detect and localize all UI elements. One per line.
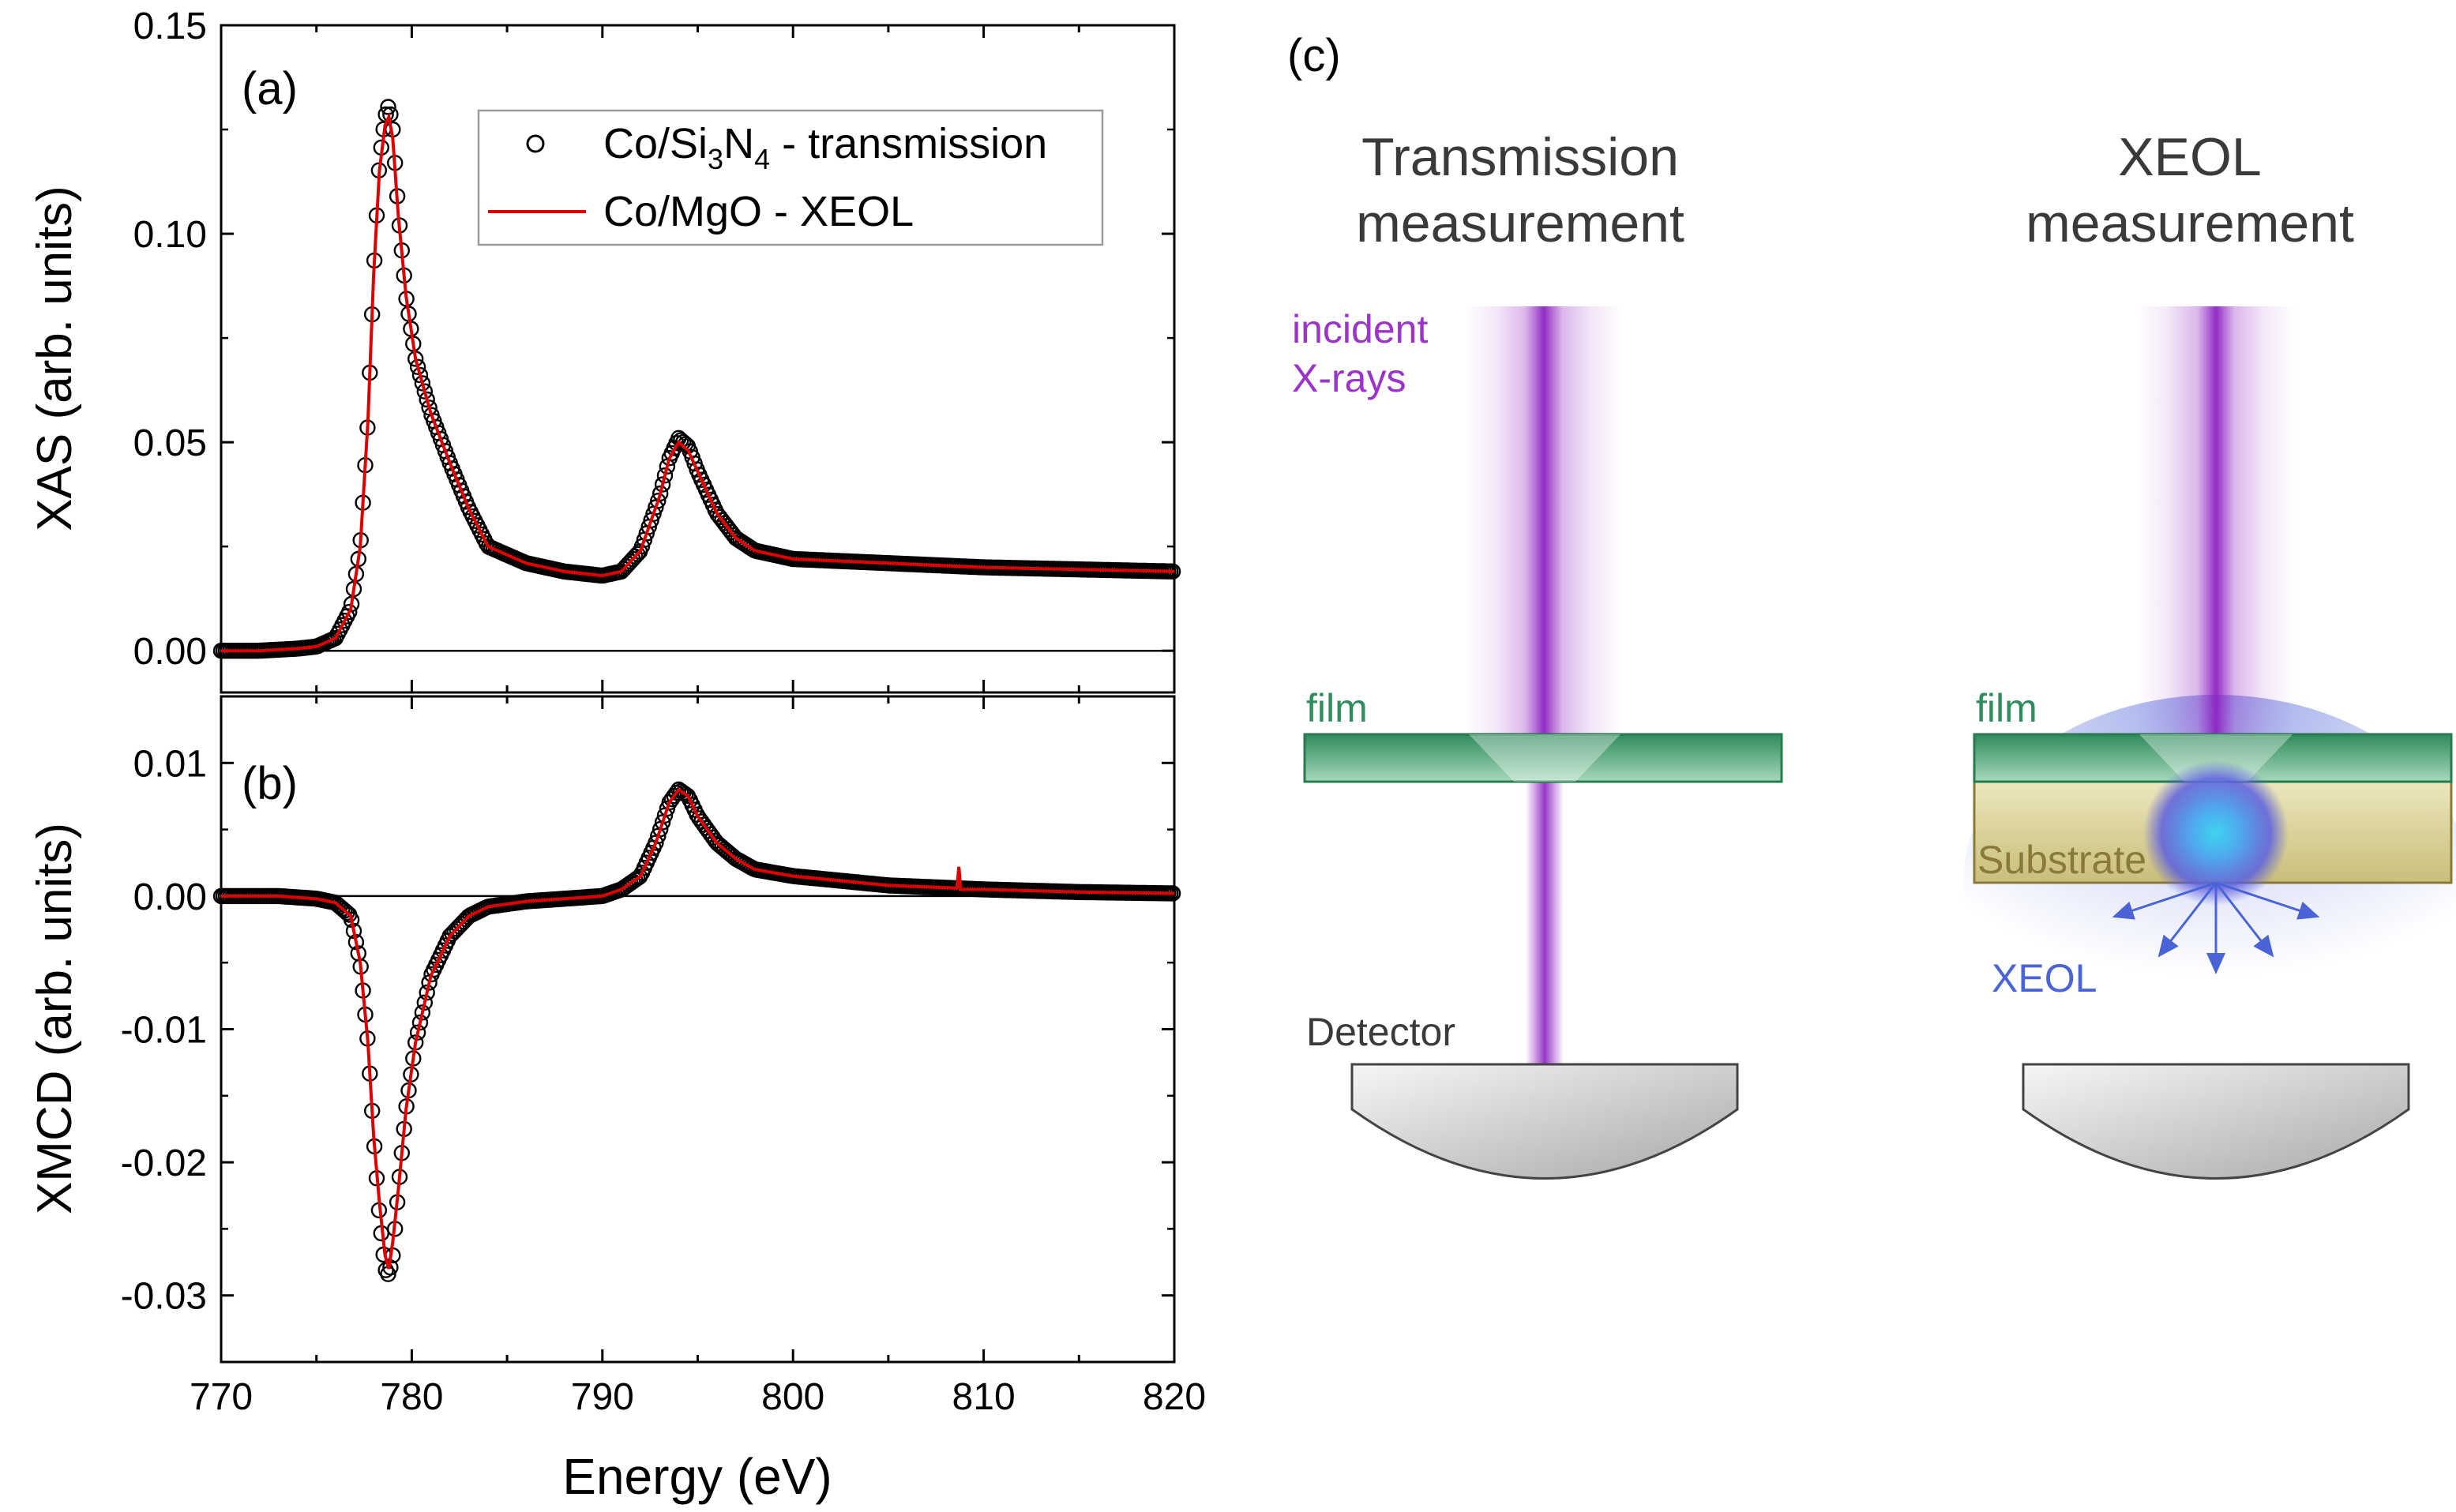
substrate-label: Substrate <box>1977 838 2146 882</box>
transmission-detector <box>1350 1063 1739 1180</box>
xas-y-axis-label: XAS (arb. units) <box>28 186 82 531</box>
transmission-film <box>1303 733 1783 783</box>
transmission-point <box>380 99 396 115</box>
transmission-title-line1: Transmission <box>1361 127 1679 187</box>
y-tick-label: 0.05 <box>133 422 207 464</box>
y-tick-label: -0.02 <box>121 1142 207 1184</box>
transmission-point <box>419 391 435 408</box>
transmission-beam-overlay <box>1469 734 1620 782</box>
transmission-point <box>411 1014 429 1031</box>
xeol-arrow <box>2214 882 2274 958</box>
transmission-point <box>419 984 435 1001</box>
transmission-point <box>650 493 667 509</box>
xeol-detector <box>2022 1063 2410 1180</box>
transmission-point <box>414 1004 431 1021</box>
xeol-emission-arrows <box>2112 881 2320 974</box>
y-tick-label: 0.00 <box>133 631 207 673</box>
transmission-point <box>341 603 358 621</box>
xmcd-transmission-markers <box>212 781 1181 1282</box>
incident-beam <box>1465 306 1623 772</box>
transmission-film-label: film <box>1306 686 1368 730</box>
detector-label: Detector <box>1306 1010 1455 1054</box>
xeol-arrow <box>2112 881 2217 920</box>
xas-panel: 0.00 0.05 0.10 0.15 (a) XAS (arb. units) Co… <box>28 6 1181 694</box>
panel-b-label: (b) <box>242 758 298 809</box>
legend-label-transmission: Co/Si3N4 - transmission <box>603 120 1047 175</box>
xeol-setup: XEOL measurement film Substrate XEOL <box>1963 127 2456 1180</box>
transmission-point <box>650 827 667 845</box>
energy-x-ticks: 770 780 790 800 810 820 <box>190 1376 1206 1418</box>
xmcd-y-ticks: -0.03 -0.02 -0.01 0.00 0.01 <box>121 696 1176 1362</box>
xeol-title-line1: XEOL <box>2118 127 2261 187</box>
transmission-point <box>629 546 646 562</box>
incident-label-line2: X-rays <box>1292 356 1406 400</box>
x-tick-label: 800 <box>761 1376 824 1418</box>
transmission-title-line2: measurement <box>1356 193 1684 253</box>
xeol-incident-beam <box>2137 306 2295 772</box>
xmcd-plot-frame <box>220 695 1176 1364</box>
legend: Co/Si3N4 - transmission Co/MgO - XEOL <box>477 109 1104 246</box>
panel-c-label: (c) <box>1287 30 1341 81</box>
transmission-point <box>409 1024 426 1041</box>
panel-a-label: (a) <box>242 63 298 114</box>
x-tick-label: 810 <box>952 1376 1016 1418</box>
xeol-arrow <box>2215 881 2320 920</box>
y-tick-label: 0.15 <box>133 6 207 47</box>
transmission-setup: Transmission measurement incident X-rays… <box>1292 127 1783 1180</box>
xeol-title-line2: measurement <box>2026 193 2354 253</box>
y-tick-label: -0.01 <box>121 1010 207 1052</box>
legend-marker-transmission <box>526 134 545 153</box>
x-tick-label: 820 <box>1143 1376 1206 1418</box>
transmission-point <box>652 485 669 502</box>
x-tick-label: 770 <box>190 1376 253 1418</box>
xeol-glow <box>2143 760 2289 906</box>
xeol-film-label: film <box>1976 686 2037 730</box>
transmission-point <box>409 358 426 375</box>
transmission-point <box>416 383 433 400</box>
x-tick-label: 780 <box>380 1376 443 1418</box>
xeol-arrow <box>2157 882 2218 958</box>
transmission-point <box>648 499 664 516</box>
xas-y-ticks: 0.00 0.05 0.10 0.15 <box>133 6 1176 692</box>
legend-label-xeol: Co/MgO - XEOL <box>603 188 914 235</box>
y-tick-label: 0.00 <box>133 876 207 918</box>
transmission-point <box>656 467 674 484</box>
y-tick-label: -0.03 <box>121 1276 207 1318</box>
legend-box <box>477 109 1104 246</box>
xmcd-y-axis-label: XMCD (arb. units) <box>28 823 82 1214</box>
xeol-emission-label: XEOL <box>1992 956 2097 1000</box>
xmcd-panel: -0.03 -0.02 -0.01 0.00 0.01 770 780 790 800 810 8… <box>28 695 1206 1505</box>
transmission-point <box>654 476 671 493</box>
transmission-point <box>411 366 429 384</box>
y-tick-label: 0.10 <box>133 214 207 256</box>
incident-label-line1: incident <box>1292 307 1428 351</box>
x-axis-label: Energy (eV) <box>562 1448 832 1505</box>
transmission-point <box>648 835 664 851</box>
xas-xeol-line <box>221 111 1175 653</box>
x-tick-label: 790 <box>571 1376 634 1418</box>
xmcd-xeol-line <box>221 787 1175 1270</box>
transmitted-beam <box>1527 772 1563 1064</box>
transmission-point <box>414 375 431 392</box>
y-tick-label: 0.01 <box>133 743 207 785</box>
xeol-beam-overlay <box>2139 734 2293 782</box>
measurement-diagram: (c) Transmission measurement incident X-… <box>1287 30 2456 1180</box>
